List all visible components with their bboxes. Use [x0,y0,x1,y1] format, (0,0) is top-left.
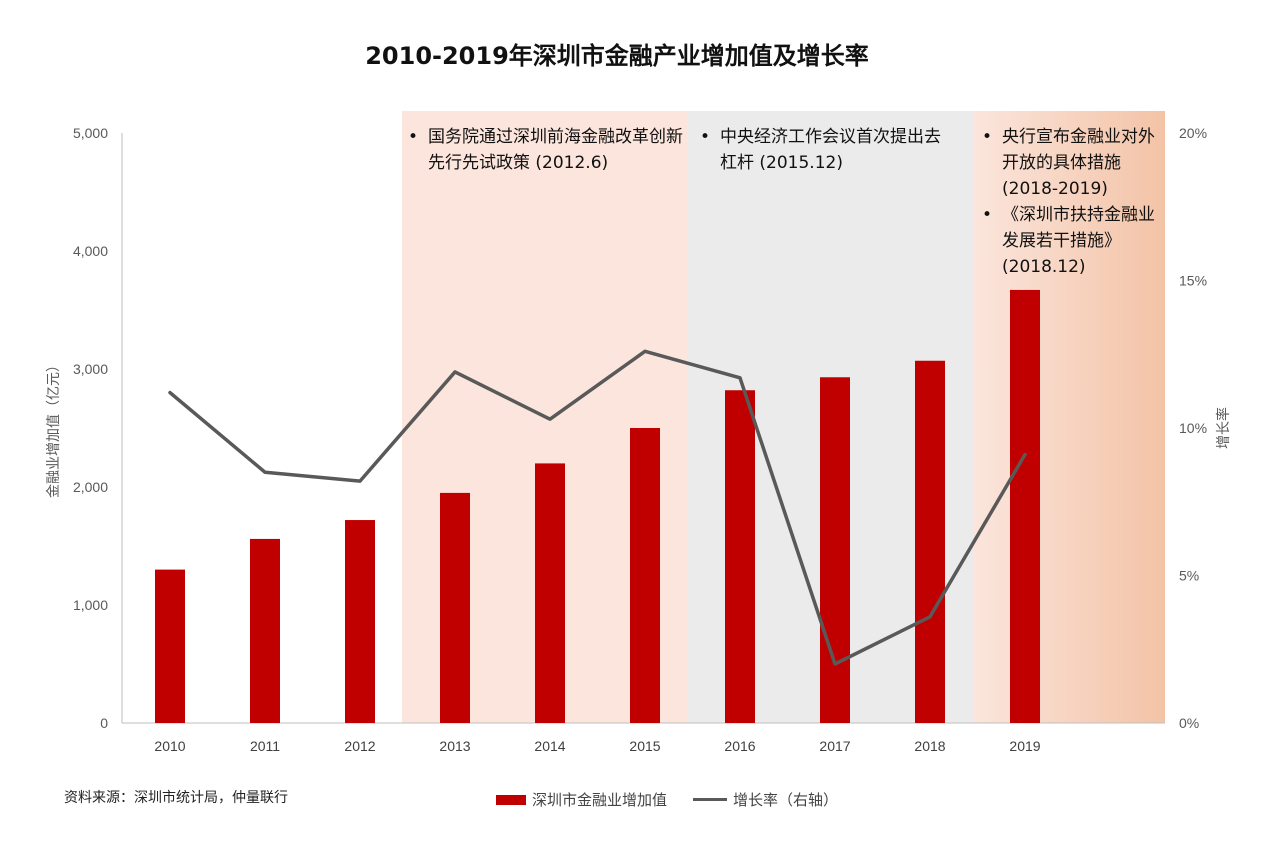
x-tick-label: 2014 [534,738,565,754]
bar-2013 [440,492,470,723]
chart-area: 0 1,000 2,000 3,000 4,000 5,000 0% 5% 10% 15% 20% 2… [46,111,1232,754]
bar-2010 [155,569,185,723]
legend: 深圳市金融业增加值 增长率（右轴） [496,789,864,810]
annotation-policy-2018: 央行宣布金融业对外开放的具体措施 (2018-2019)《深圳市扶持金融业发展若… [976,124,1162,280]
y-tick-label: 1,000 [73,597,108,613]
legend-bar-swatch [496,794,526,805]
y-tick-label: 2,000 [73,479,108,495]
data-source-note: 资料来源：深圳市统计局，仲量联行 [64,790,288,806]
legend-item-bar: 深圳市金融业增加值 [496,789,667,810]
x-tick-label: 2010 [154,738,185,754]
bar-2015 [630,428,660,723]
y2-tick-label: 10% [1179,420,1207,436]
x-tick-label: 2017 [819,738,850,754]
y-tick-label: 3,000 [73,361,108,377]
bar-2016 [725,390,755,723]
y2-axis-title: 增长率 [1215,407,1232,449]
annotation-policy-2015: 中央经济工作会议首次提出去杠杆 (2015.12) [694,124,956,176]
x-tick-label: 2019 [1009,738,1040,754]
y-tick-label: 5,000 [73,125,108,141]
legend-item-line: 增长率（右轴） [693,789,838,810]
x-tick-label: 2015 [629,738,660,754]
legend-line-swatch [693,798,728,801]
bar-2014 [535,463,565,723]
y2-tick-label: 15% [1179,273,1207,289]
annotation-bullet: 《深圳市扶持金融业发展若干措施》 (2018.12) [976,202,1162,280]
y2-tick-label: 0% [1179,715,1199,731]
x-tick-label: 2013 [439,738,470,754]
bar-2012 [345,520,375,723]
legend-bar-label: 深圳市金融业增加值 [532,791,668,809]
y-tick-label: 0 [100,715,108,731]
y2-tick-label: 5% [1179,568,1199,584]
bar-2019 [1010,289,1040,723]
annotation-policy-2012: 国务院通过深圳前海金融改革创新先行先试政策 (2012.6) [402,124,692,176]
x-tick-label: 2016 [724,738,755,754]
bar-2011 [250,538,280,723]
y2-tick-label: 20% [1179,125,1207,141]
y-tick-label: 4,000 [73,243,108,259]
annotation-bullet: 中央经济工作会议首次提出去杠杆 (2015.12) [694,124,956,176]
annotation-bullet: 国务院通过深圳前海金融改革创新先行先试政策 (2012.6) [402,124,692,176]
bar-2018 [915,360,945,723]
chart-title: 2010-2019年深圳市金融产业增加值及增长率 [365,42,869,70]
annotation-bullet: 央行宣布金融业对外开放的具体措施 (2018-2019) [976,124,1162,202]
legend-line-label: 增长率（右轴） [733,791,839,809]
growth-rate-line [168,349,1027,666]
bar-2017 [820,377,850,723]
x-tick-label: 2012 [344,738,375,754]
y-axis-title: 金融业增加值（亿元） [46,358,62,498]
x-tick-label: 2011 [250,738,280,754]
x-tick-label: 2018 [914,738,945,754]
